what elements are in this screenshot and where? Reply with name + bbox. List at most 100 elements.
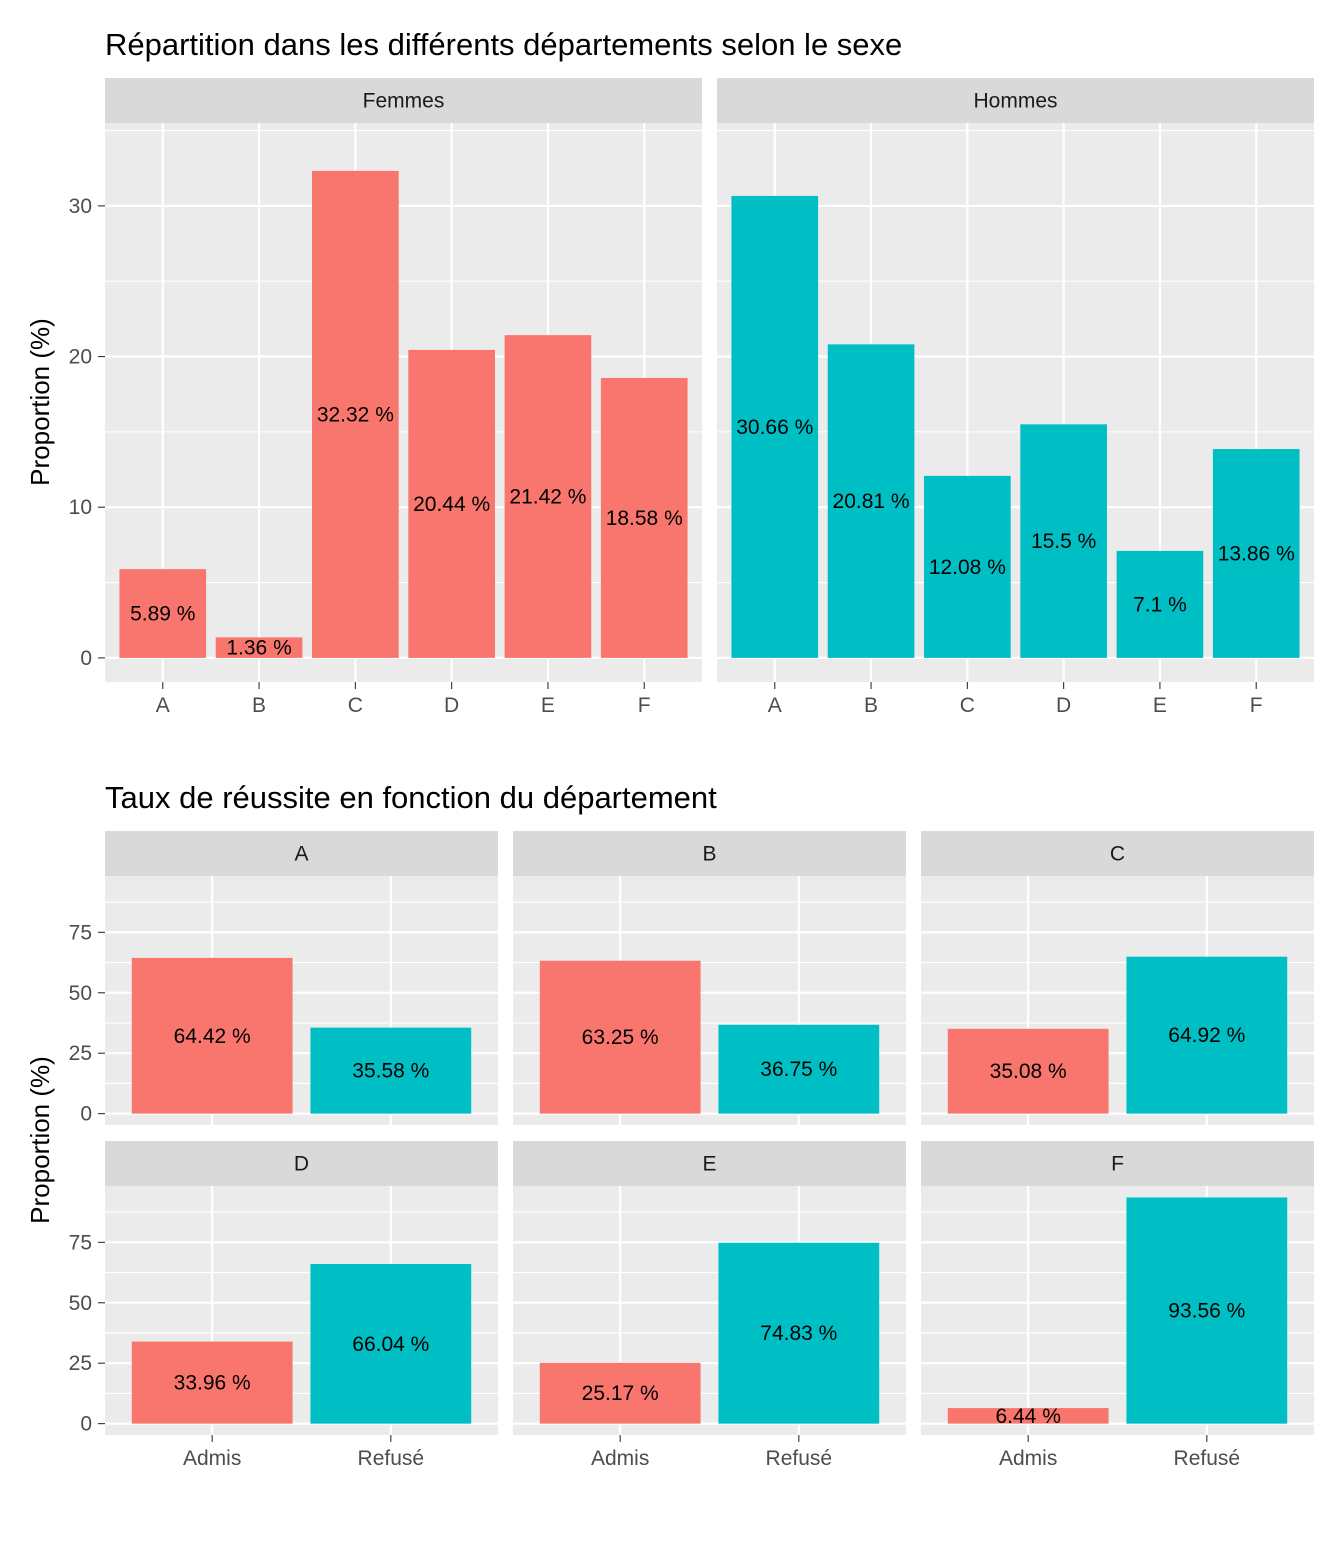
bar-dept-f-refusé: [1126, 1197, 1288, 1424]
facet-strip-label: E: [702, 1153, 716, 1176]
facet-panel-dept-c: C 35.08 % 64.92 %: [921, 831, 1314, 1125]
x-tick-label: E: [1153, 694, 1167, 717]
x-tick-label: Admis: [999, 1447, 1057, 1470]
bar-dept-b-admis: [539, 960, 701, 1114]
bar-data-label: 93.56 %: [1168, 1300, 1245, 1323]
x-tick-label: A: [156, 694, 170, 717]
bar-top-femmes-f: [600, 377, 688, 658]
facet-panel-dept-e: E 25.17 % 74.83 % Admis Refusé: [513, 1141, 906, 1470]
x-tick-label: C: [348, 694, 363, 717]
bar-top-femmes-a: [119, 569, 207, 658]
bar-top-hommes-a: [731, 195, 819, 658]
facet-strip-label: B: [702, 843, 716, 866]
facet-strip: [513, 831, 906, 876]
bar-dept-e-refusé: [718, 1242, 880, 1424]
bar-data-label: 13.86 %: [1218, 542, 1295, 565]
x-tick-label: B: [252, 694, 266, 717]
bar-data-label: 33.96 %: [174, 1372, 251, 1395]
bar-data-label: 30.66 %: [736, 416, 813, 439]
facet-panel-dept-b: B 63.25 % 36.75 %: [513, 831, 906, 1125]
facet-panel-dept-a: A 64.42 % 35.58 % 0 25 50 75: [69, 831, 498, 1126]
bar-data-label: 64.92 %: [1168, 1024, 1245, 1047]
y-tick-label: 75: [69, 1231, 92, 1254]
y-tick-label: 25: [69, 1352, 92, 1375]
bar-dept-b-refusé: [718, 1024, 880, 1114]
bar-top-hommes-b: [827, 344, 915, 658]
bar-dept-c-refusé: [1126, 956, 1288, 1114]
x-tick-label: B: [864, 694, 878, 717]
y-tick-label: 50: [69, 1292, 92, 1315]
x-tick-label: Admis: [183, 1447, 241, 1470]
facet-panel-top-femmes: Femmes 5.89 % 1.36 % 32.32 % 20.44 % 21.42 % 1…: [69, 78, 702, 717]
bar-data-label: 20.81 %: [833, 490, 910, 513]
facet-strip-label: C: [1110, 843, 1125, 866]
x-tick-label: E: [541, 694, 555, 717]
facet-strip-label: Hommes: [973, 90, 1057, 113]
bar-dept-d-refusé: [310, 1263, 472, 1424]
y-tick-label: 20: [69, 346, 92, 369]
y-tick-label: 10: [69, 496, 92, 519]
facet-strip: [105, 831, 498, 876]
facet-strip: [513, 1141, 906, 1186]
bar-data-label: 66.04 %: [352, 1333, 429, 1356]
bottom-chart-title: Taux de réussite en fonction du départem…: [105, 780, 717, 815]
facet-strip: [105, 78, 702, 123]
bar-dept-f-admis: [947, 1408, 1109, 1424]
bar-data-label: 12.08 %: [929, 556, 1006, 579]
bar-data-label: 74.83 %: [760, 1322, 837, 1345]
x-tick-label: Refusé: [358, 1447, 425, 1470]
facet-panel-dept-d: D 33.96 % 66.04 % 0 25 50 75 Admis Refusé: [69, 1141, 498, 1470]
bar-top-hommes-d: [1020, 424, 1107, 658]
bar-dept-e-admis: [539, 1362, 701, 1424]
x-tick-label: D: [444, 694, 459, 717]
bar-data-label: 35.08 %: [990, 1060, 1067, 1083]
facet-strip-label: F: [1111, 1153, 1124, 1176]
y-tick-label: 0: [80, 1413, 92, 1436]
facet-strip-label: A: [294, 843, 308, 866]
bar-data-label: 1.36 %: [226, 637, 291, 660]
facet-panel-dept-f: F 6.44 % 93.56 % Admis Refusé: [921, 1141, 1314, 1470]
x-tick-label: D: [1056, 694, 1071, 717]
facet-strip: [105, 1141, 498, 1186]
bar-dept-a-admis: [131, 957, 293, 1114]
bottom-chart-y-axis-title: Proportion (%): [25, 1056, 55, 1224]
bar-top-femmes-c: [312, 170, 399, 658]
bar-data-label: 5.89 %: [130, 603, 195, 626]
x-tick-label: Refusé: [766, 1447, 833, 1470]
y-tick-label: 75: [69, 921, 92, 944]
bar-dept-d-admis: [131, 1341, 293, 1424]
y-tick-label: 0: [80, 647, 92, 670]
x-tick-label: F: [1250, 694, 1263, 717]
plot-layer: Femmes 5.89 % 1.36 % 32.32 % 20.44 % 21.42 % 1…: [69, 78, 1314, 1470]
x-tick-label: C: [960, 694, 975, 717]
facet-strip-label: Femmes: [363, 90, 445, 113]
bar-data-label: 21.42 %: [509, 486, 586, 509]
facet-strip: [717, 78, 1314, 123]
bar-top-hommes-c: [924, 475, 1011, 658]
bar-data-label: 6.44 %: [995, 1405, 1060, 1428]
bar-data-label: 7.1 %: [1133, 593, 1187, 616]
facet-panel-top-hommes: Hommes 30.66 % 20.81 % 12.08 % 15.5 % 7.1 % 13…: [717, 78, 1314, 717]
x-tick-label: Admis: [591, 1447, 649, 1470]
bar-dept-c-admis: [947, 1028, 1109, 1114]
y-tick-label: 50: [69, 982, 92, 1005]
y-tick-label: 30: [69, 195, 92, 218]
bar-data-label: 35.58 %: [352, 1060, 429, 1083]
top-chart-title: Répartition dans les différents départem…: [105, 27, 902, 62]
x-tick-label: F: [638, 694, 651, 717]
bar-top-femmes-e: [504, 335, 592, 658]
x-tick-label: Refusé: [1174, 1447, 1241, 1470]
bar-dept-a-refusé: [310, 1027, 472, 1114]
x-tick-label: A: [768, 694, 782, 717]
facet-strip: [921, 1141, 1314, 1186]
bar-data-label: 18.58 %: [606, 507, 683, 530]
bar-data-label: 63.25 %: [582, 1026, 659, 1049]
y-tick-label: 0: [80, 1103, 92, 1126]
bar-top-femmes-b: [215, 637, 303, 658]
bar-top-femmes-d: [408, 349, 495, 658]
facet-strip: [921, 831, 1314, 876]
bar-data-label: 36.75 %: [760, 1058, 837, 1081]
facet-strip-label: D: [294, 1153, 309, 1176]
